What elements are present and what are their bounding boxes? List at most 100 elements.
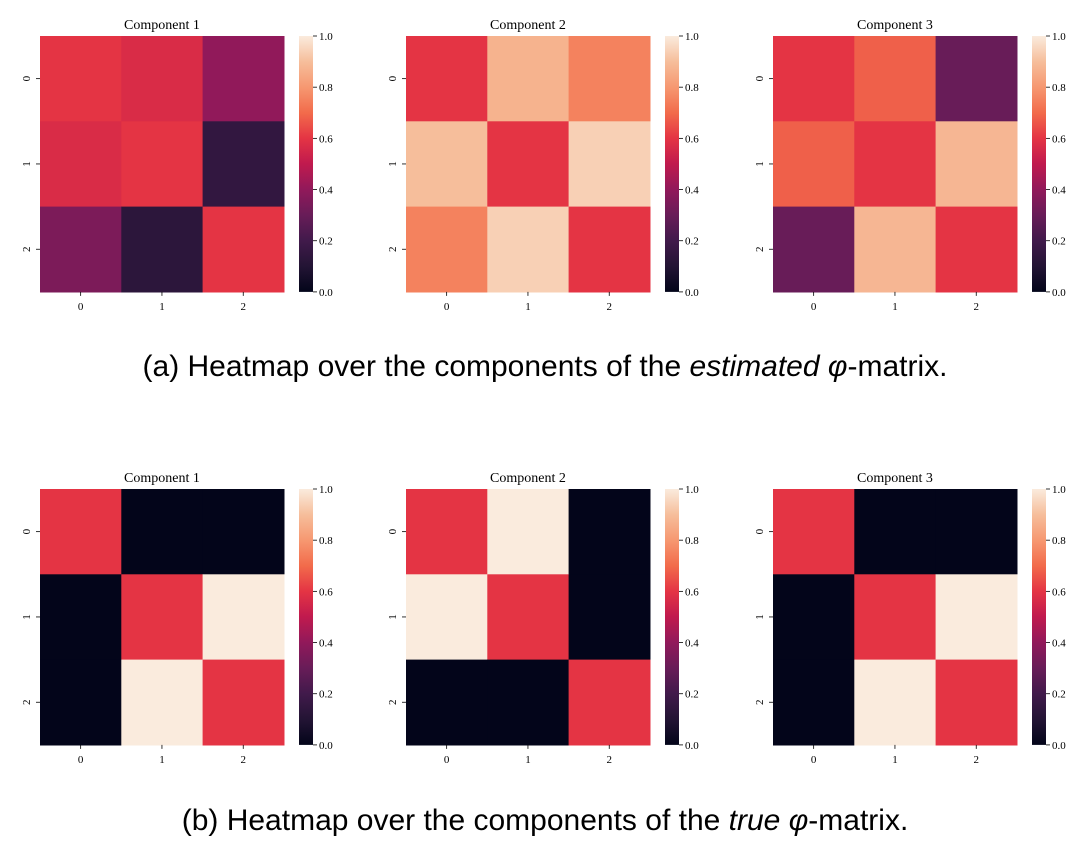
heatmap-cell (568, 659, 651, 746)
colorbar-tick-label: 0.0 (319, 287, 333, 299)
heatmap-cell (568, 36, 651, 122)
heatmap-cell (40, 489, 122, 575)
colorbar-tick-label: 1.0 (319, 484, 333, 496)
heatmap-cell (121, 574, 204, 661)
y-tick-label: 2 (754, 700, 766, 706)
x-tick-label: 1 (892, 301, 898, 313)
phi-symbol-a: φ (828, 350, 848, 383)
heatmap-cell (935, 659, 1018, 746)
colorbar-tick-label: 0.6 (685, 586, 699, 598)
y-tick-label: 0 (21, 528, 33, 534)
y-tick-label: 2 (21, 247, 33, 253)
colorbar-tick-label: 1.0 (1052, 484, 1066, 496)
heatmap-cell (935, 121, 1018, 208)
colorbar (299, 489, 313, 745)
heatmap-cell (854, 659, 937, 746)
heatmap-cell (773, 121, 855, 208)
heatmap-cell (854, 36, 937, 122)
heatmap-title: Component 3 (857, 471, 933, 486)
colorbar-tick-label: 0.8 (685, 82, 699, 94)
colorbar-tick-label: 0.0 (685, 740, 699, 752)
colorbar-tick-label: 1.0 (1052, 31, 1066, 43)
heatmap-cell (121, 489, 204, 575)
colorbar (665, 36, 679, 292)
colorbar-tick-label: 0.6 (319, 586, 333, 598)
y-tick-label: 1 (21, 614, 33, 620)
heatmap-cell (40, 206, 122, 293)
colorbar-tick-label: 0.8 (319, 535, 333, 547)
heatmap-panel: Component 1 0 1 2 0 1 2 0.0 0.2 0.4 0.6 0.8 1.0 (21, 18, 333, 313)
y-tick-label: 0 (21, 75, 33, 81)
heatmap-cell (935, 489, 1018, 575)
phi-symbol-b: φ (789, 804, 809, 837)
colorbar-tick-label: 1.0 (685, 484, 699, 496)
heatmap-cell (487, 36, 570, 122)
colorbar-tick-label: 1.0 (319, 31, 333, 43)
heatmap-title: Component 1 (124, 471, 200, 486)
heatmap-title: Component 3 (857, 18, 933, 33)
heatmap-cell (854, 121, 937, 208)
heatmap-cell (935, 206, 1018, 293)
heatmap-cell (773, 574, 855, 661)
y-tick-label: 1 (754, 161, 766, 167)
colorbar (665, 489, 679, 745)
heatmap-cell (487, 489, 570, 575)
x-tick-label: 2 (607, 754, 613, 766)
heatmap-cell (406, 489, 488, 575)
heatmap-cell (773, 206, 855, 293)
x-tick-label: 0 (444, 301, 450, 313)
x-tick-label: 2 (241, 301, 247, 313)
y-tick-label: 0 (754, 528, 766, 534)
heatmap-cell (854, 489, 937, 575)
heatmap-cell (202, 206, 285, 293)
heatmap-cell (202, 659, 285, 746)
colorbar-tick-label: 0.0 (1052, 287, 1066, 299)
colorbar-tick-label: 0.6 (1052, 133, 1066, 145)
colorbar (1032, 489, 1046, 745)
heatmap-cell (487, 206, 570, 293)
x-tick-label: 2 (607, 301, 613, 313)
heatmap-cell (202, 36, 285, 122)
heatmap-grid: Component 1 0 1 2 0 1 2 0.0 0.2 0.4 0.6 0.8 1.0 Compo… (21, 18, 1066, 766)
colorbar (299, 36, 313, 292)
y-tick-label: 1 (387, 614, 399, 620)
y-tick-label: 0 (754, 75, 766, 81)
heatmap-cell (406, 206, 488, 293)
colorbar-tick-label: 0.2 (1052, 236, 1066, 248)
colorbar-tick-label: 0.8 (319, 82, 333, 94)
heatmap-panel: Component 2 0 1 2 0 1 2 0.0 0.2 0.4 0.6 0.8 1.0 (387, 471, 699, 766)
heatmap-cell (568, 206, 651, 293)
heatmap-panel: Component 2 0 1 2 0 1 2 0.0 0.2 0.4 0.6 0.8 1.0 (387, 18, 699, 313)
heatmap-cell (202, 489, 285, 575)
heatmap-cell (568, 574, 651, 661)
x-tick-label: 1 (159, 301, 165, 313)
heatmap-cell (121, 659, 204, 746)
x-tick-label: 1 (525, 754, 531, 766)
colorbar-tick-label: 0.6 (1052, 586, 1066, 598)
colorbar (1032, 36, 1046, 292)
colorbar-tick-label: 0.0 (1052, 740, 1066, 752)
x-tick-label: 1 (525, 301, 531, 313)
heatmap-cell (773, 489, 855, 575)
heatmap-title: Component 2 (490, 471, 566, 486)
heatmap-cell (121, 36, 204, 122)
heatmap-cell (935, 574, 1018, 661)
heatmap-cell (40, 36, 122, 122)
y-tick-label: 2 (387, 700, 399, 706)
colorbar-tick-label: 0.2 (319, 236, 333, 248)
heatmap-cell (487, 574, 570, 661)
heatmap-panel: Component 3 0 1 2 0 1 2 0.0 0.2 0.4 0.6 0.8 1.0 (754, 471, 1066, 766)
heatmap-cell (487, 121, 570, 208)
heatmap-cell (121, 206, 204, 293)
y-tick-label: 2 (21, 700, 33, 706)
colorbar-tick-label: 0.2 (685, 689, 699, 701)
heatmap-title: Component 1 (124, 18, 200, 33)
heatmap-panel: Component 3 0 1 2 0 1 2 0.0 0.2 0.4 0.6 0.8 1.0 (754, 18, 1066, 313)
colorbar-tick-label: 0.6 (685, 133, 699, 145)
caption-a: (a) Heatmap over the components of the e… (143, 350, 948, 383)
y-tick-label: 2 (387, 247, 399, 253)
y-tick-label: 0 (387, 75, 399, 81)
colorbar-tick-label: 0.8 (1052, 535, 1066, 547)
colorbar-tick-label: 0.4 (319, 638, 333, 650)
